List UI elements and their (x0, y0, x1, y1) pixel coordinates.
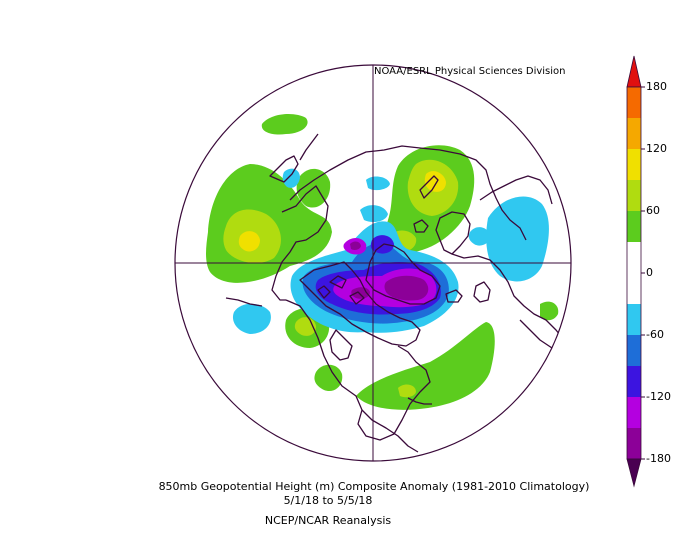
coast-caribbean (407, 397, 432, 405)
colorbar-arrow-top (626, 55, 642, 88)
colorbar-band-90-120 (627, 149, 641, 180)
coast-arctic-canada (299, 261, 421, 347)
anomaly-negative-east-asia (486, 196, 549, 282)
colorbar-band-120-150 (627, 118, 641, 149)
data-source: NCEP/NCAR Reanalysis (264, 514, 392, 527)
coast-aleutians (225, 297, 263, 307)
coast-mediterranean (519, 319, 553, 349)
anomaly-negative-chukchi (282, 168, 300, 188)
colorbar-band-30-60 (627, 211, 641, 242)
data-credit: NOAA/ESRL Physical Sciences Division (374, 66, 566, 77)
colorbar-tick-label: -60 (646, 328, 664, 341)
colorbar-band-m180-m150 (627, 428, 641, 459)
colorbar-band-m90-m60 (627, 335, 641, 366)
colorbar-band-m60-m30 (627, 304, 641, 335)
map-title: 850mb Geopotential Height (m) Composite … (158, 480, 590, 493)
anomaly-negative-barents (360, 205, 388, 222)
colorbar-ticks (641, 86, 645, 460)
polar-map (174, 64, 572, 462)
colorbar-band-150-180 (627, 87, 641, 118)
coast-siberia-east (289, 145, 527, 241)
anomaly-negative-main-purple (384, 275, 429, 301)
anomaly-positive-north-atlantic (356, 322, 495, 410)
coastlines (225, 133, 565, 453)
colorbar-tick-label: -120 (646, 390, 671, 403)
coast-british-isles (473, 281, 491, 303)
anomaly-negative-kara (366, 176, 390, 191)
colorbar-band-m120-m90 (627, 366, 641, 397)
coast-novaya-zemlya (419, 175, 439, 199)
anomaly-positive-siberia-core (424, 171, 446, 192)
colorbar-band-m30-0 (627, 273, 641, 304)
coast-svalbard (413, 219, 429, 233)
anomaly-negative-east-asia-small (468, 227, 490, 246)
coast-canadian-islands (317, 275, 365, 305)
coast-europe (451, 253, 565, 341)
globe-outline (174, 64, 572, 462)
colorbar-tick-label: -180 (646, 452, 671, 465)
anomaly-positive-atlantic-core (398, 384, 416, 398)
anomaly-positive-europe (540, 301, 559, 321)
colorbar-band-60-90 (627, 180, 641, 211)
anomaly-negative-polar-purple (350, 241, 361, 250)
colorbar-band-0-30 (627, 242, 641, 273)
anomaly-positive-bering (261, 114, 308, 135)
graticule (175, 65, 571, 461)
anomaly-negative-gulf-alaska (232, 303, 271, 334)
coast-alaska (271, 185, 329, 301)
colorbar-tick-label: 0 (646, 266, 653, 279)
coast-kamchatka (269, 155, 299, 183)
colorbar (626, 55, 645, 488)
anomaly-fields (206, 114, 559, 410)
coast-north-america (285, 299, 431, 441)
coast-greenland (365, 243, 441, 305)
anomaly-positive-north-pacific-core (238, 231, 260, 252)
coast-scandinavia (435, 211, 471, 255)
colorbar-tick-label: 120 (646, 142, 667, 155)
anomaly-positive-us-southwest (314, 364, 343, 392)
coast-iceland (445, 289, 463, 303)
coast-hudson-bay (329, 329, 353, 361)
coast-japan (299, 133, 319, 161)
colorbar-tick-label: 60 (646, 204, 660, 217)
coast-asia-interior (479, 175, 553, 205)
colorbar-tick-label: 180 (646, 80, 667, 93)
coast-central-america (361, 409, 419, 453)
date-range: 5/1/18 to 5/5/18 (283, 494, 373, 507)
colorbar-band-m150-m120 (627, 397, 641, 428)
